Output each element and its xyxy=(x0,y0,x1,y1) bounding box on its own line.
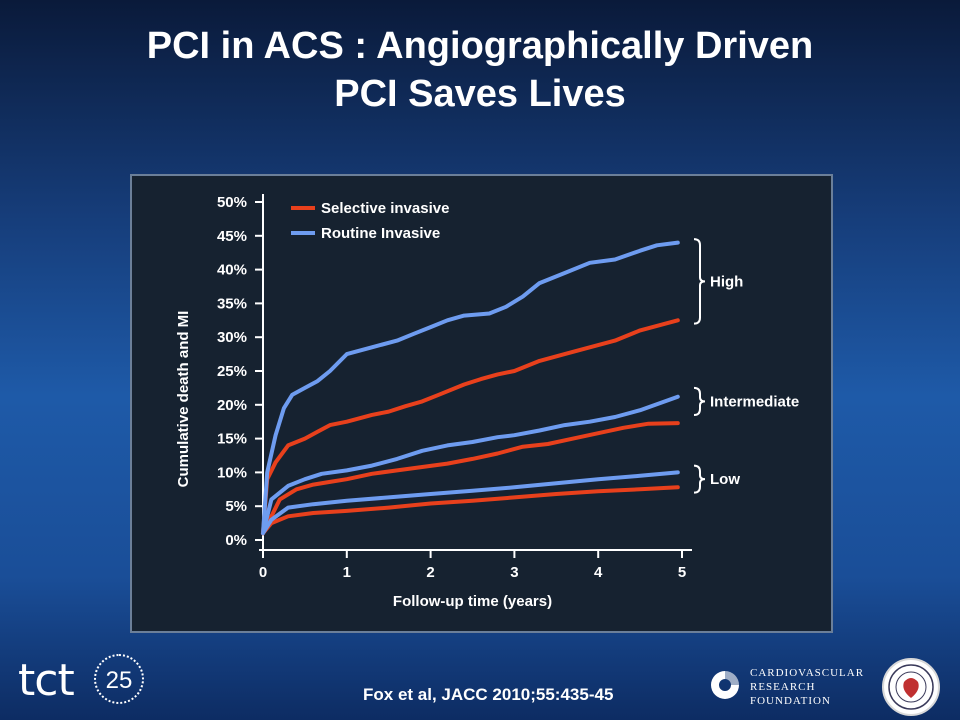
y-tick-label: 5% xyxy=(225,498,247,515)
series-line-low-selective-invasive xyxy=(261,485,680,536)
x-axis-title: Follow-up time (years) xyxy=(393,593,552,610)
title-line-1: PCI in ACS : Angiographically Driven xyxy=(146,25,814,67)
tct-logo: tct 25 xyxy=(18,652,144,712)
slide-title: PCI in ACS : Angiographically Driven PCI… xyxy=(0,22,960,118)
axes: 0% 5% 10% 15% 20% 25% 30% 35% 40% 45% 50% 0 1 2 3 4 5 Fol… xyxy=(175,194,692,610)
crf-line-3: FOUNDATION xyxy=(750,695,831,707)
crf-logo-icon xyxy=(711,671,739,699)
x-tick-label: 1 xyxy=(343,564,351,581)
survival-chart: 0% 5% 10% 15% 20% 25% 30% 35% 40% 45% 50% 0 1 2 3 4 5 Fol… xyxy=(175,194,799,610)
risk-group-brackets: High Intermediate Low xyxy=(693,238,799,494)
y-tick-label: 15% xyxy=(217,431,247,448)
y-tick-label: 25% xyxy=(217,363,247,380)
series-line-low-routine-invasive xyxy=(261,470,680,536)
institution-seal-icon xyxy=(882,658,940,716)
series-line-intermediate-selective-invasive xyxy=(261,421,680,536)
y-tick-label: 35% xyxy=(217,295,247,312)
x-tick-label: 4 xyxy=(594,564,603,581)
y-tick-label: 0% xyxy=(225,532,247,549)
y-tick-label: 30% xyxy=(217,329,247,346)
group-label-intermediate: Intermediate xyxy=(710,393,799,410)
crf-line-2: RESEARCH xyxy=(750,681,816,693)
series-line-intermediate-routine-invasive xyxy=(261,394,680,536)
x-tick-label: 2 xyxy=(426,564,434,581)
title-line-2: PCI Saves Lives xyxy=(334,73,626,115)
group-label-high: High xyxy=(710,273,743,290)
group-label-low: Low xyxy=(710,471,740,488)
chart-panel: 0% 5% 10% 15% 20% 25% 30% 35% 40% 45% 50% 0 1 2 3 4 5 Fol… xyxy=(130,174,833,633)
series-lines xyxy=(261,240,680,536)
y-tick-label: 50% xyxy=(217,194,247,211)
legend: Selective invasive Routine Invasive xyxy=(291,200,449,242)
y-tick-label: 40% xyxy=(217,262,247,279)
y-tick-label: 45% xyxy=(217,228,247,245)
crf-logo-text: CARDIOVASCULAR RESEARCH FOUNDATION xyxy=(750,666,864,708)
series-line-high-selective-invasive xyxy=(261,318,680,536)
group-bracket xyxy=(693,386,706,416)
crf-logo: CARDIOVASCULAR RESEARCH FOUNDATION xyxy=(708,664,868,708)
x-tick-label: 3 xyxy=(510,564,518,581)
x-tick-label: 0 xyxy=(259,564,267,581)
x-tick-label: 5 xyxy=(678,564,686,581)
legend-label: Selective invasive xyxy=(321,200,449,217)
citation: Fox et al, JACC 2010;55:435-45 xyxy=(363,685,614,704)
crf-line-1: CARDIOVASCULAR xyxy=(750,667,865,679)
series-line-high-routine-invasive xyxy=(261,240,680,536)
tct-logo-number: 25 xyxy=(94,654,144,704)
y-tick-label: 20% xyxy=(217,397,247,414)
legend-label: Routine Invasive xyxy=(321,225,440,242)
y-axis-title: Cumulative death and MI xyxy=(175,311,192,488)
y-tick-label: 10% xyxy=(217,464,247,481)
group-bracket xyxy=(693,238,706,325)
tct-logo-text: tct xyxy=(18,655,75,706)
group-bracket xyxy=(693,464,706,494)
